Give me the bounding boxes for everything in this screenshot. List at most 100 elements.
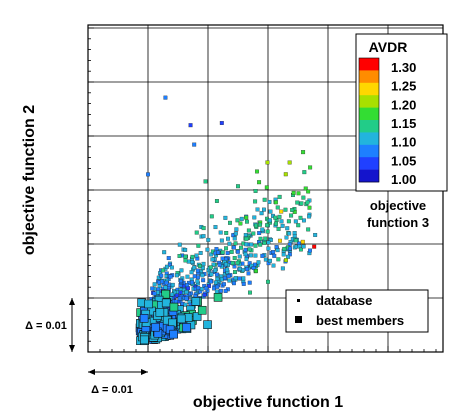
- database-point: [200, 273, 205, 278]
- database-point: [192, 142, 197, 147]
- database-point: [235, 218, 240, 223]
- colorbar: AVDR 1.30 1.25 1.20 1.15 1.10 1.05 1.00 object…: [355, 33, 448, 230]
- database-point: [203, 179, 208, 184]
- colorbar-tick-label: 1.05: [391, 153, 416, 168]
- database-point: [160, 268, 165, 273]
- database-point: [244, 215, 249, 220]
- database-point: [299, 201, 304, 206]
- database-point: [248, 290, 252, 295]
- database-point: [265, 229, 270, 234]
- database-point: [256, 260, 261, 265]
- database-point: [260, 227, 265, 232]
- database-point: [251, 266, 256, 270]
- database-point: [248, 253, 253, 258]
- database-point: [251, 231, 256, 236]
- database-point: [230, 260, 235, 265]
- database-point: [177, 296, 182, 301]
- legend-marker-best-members: [295, 316, 302, 323]
- legend: database best members: [285, 289, 429, 333]
- database-point: [258, 222, 262, 227]
- database-point: [236, 184, 240, 189]
- database-point: [301, 244, 306, 249]
- database-point: [225, 267, 230, 272]
- x-delta-annotation: Δ = 0.01: [88, 369, 148, 396]
- colorbar-swatch: [359, 132, 379, 146]
- database-point: [162, 250, 167, 255]
- database-point: [254, 223, 258, 228]
- database-point: [257, 231, 262, 236]
- database-point: [219, 121, 224, 125]
- database-point: [204, 286, 209, 291]
- database-point: [213, 280, 218, 285]
- database-point: [225, 251, 230, 256]
- database-point: [196, 285, 201, 290]
- colorbar-swatch: [359, 157, 379, 170]
- database-point: [253, 243, 258, 248]
- database-point: [196, 243, 201, 248]
- database-point: [293, 219, 298, 224]
- colorbar-swatch: [359, 82, 379, 96]
- database-point: [276, 226, 281, 231]
- database-point: [301, 150, 306, 155]
- database-point: [190, 280, 195, 285]
- database-point: [300, 239, 305, 244]
- colorbar-tick-label: 1.20: [391, 97, 416, 112]
- database-point: [305, 200, 310, 205]
- database-point: [255, 207, 260, 212]
- database-point: [247, 247, 252, 252]
- colorbar-tick-label: 1.00: [391, 172, 416, 187]
- database-point: [192, 265, 197, 270]
- database-point: [197, 264, 202, 268]
- database-point: [224, 262, 228, 267]
- database-point: [280, 223, 285, 228]
- database-point: [156, 275, 161, 280]
- database-point: [168, 274, 173, 279]
- database-point: [244, 236, 249, 241]
- database-point: [218, 230, 223, 235]
- database-point: [262, 197, 267, 202]
- database-point: [219, 238, 224, 243]
- database-point: [206, 237, 211, 242]
- legend-box: [285, 289, 429, 333]
- database-point: [239, 216, 244, 221]
- database-point: [226, 236, 230, 241]
- best-member-point: [169, 302, 179, 312]
- database-point: [183, 247, 188, 252]
- database-point: [237, 276, 242, 281]
- database-point: [185, 274, 190, 279]
- database-point: [215, 276, 220, 281]
- database-point: [215, 284, 220, 289]
- database-point: [247, 280, 252, 285]
- best-member-point: [182, 323, 191, 332]
- database-point: [265, 223, 270, 228]
- database-point: [267, 199, 272, 204]
- database-point: [268, 258, 272, 263]
- database-point: [243, 252, 248, 257]
- database-point: [249, 263, 254, 268]
- database-point: [233, 231, 238, 236]
- database-point: [284, 235, 289, 240]
- database-point: [307, 205, 312, 210]
- database-point: [246, 271, 251, 276]
- database-point: [238, 221, 243, 226]
- colorbar-swatch: [359, 144, 379, 158]
- database-point: [218, 288, 223, 293]
- database-point: [178, 279, 183, 283]
- database-point: [233, 276, 238, 281]
- database-point: [271, 250, 276, 255]
- database-point: [286, 254, 291, 259]
- database-point: [246, 228, 251, 233]
- database-point: [214, 289, 219, 294]
- database-point: [235, 260, 240, 265]
- database-point: [276, 257, 281, 262]
- database-point: [293, 238, 298, 243]
- database-point: [209, 214, 214, 219]
- database-point: [213, 225, 218, 230]
- best-member-point: [192, 312, 202, 321]
- database-point: [271, 263, 276, 268]
- colorbar-tick-label: 1.25: [391, 79, 416, 94]
- database-point: [235, 249, 240, 254]
- database-point: [199, 286, 204, 291]
- database-point: [290, 208, 295, 212]
- best-member-point: [161, 298, 171, 308]
